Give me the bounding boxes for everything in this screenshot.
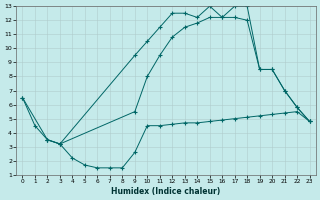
- X-axis label: Humidex (Indice chaleur): Humidex (Indice chaleur): [111, 187, 221, 196]
